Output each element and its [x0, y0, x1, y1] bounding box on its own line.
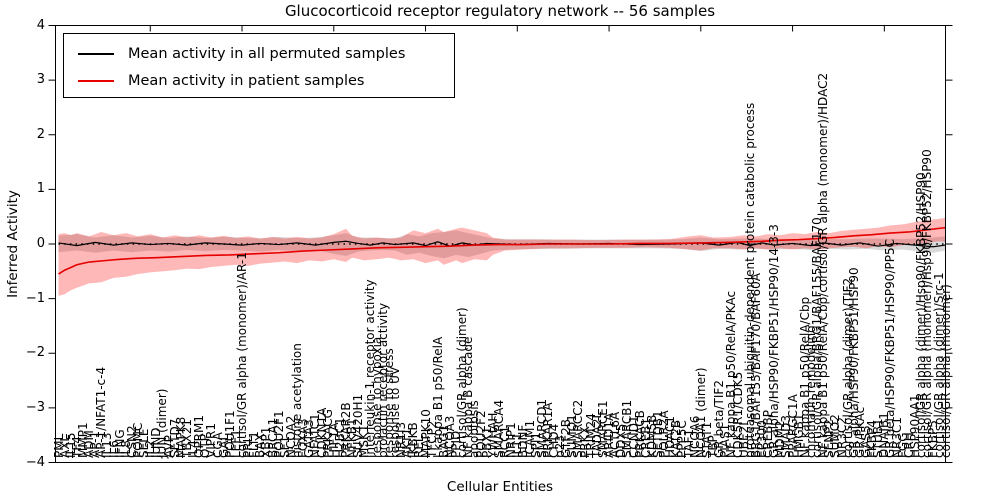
legend-label-patient: Mean activity in patient samples [128, 73, 365, 89]
entity-label: cortisol/GR alpha (monomer)/AR-1 [235, 252, 250, 458]
series-line-0 [58, 240, 946, 248]
ytick-label: −1 [25, 290, 45, 306]
legend-entry-patient: Mean activity in patient samples [64, 70, 454, 92]
entity-label: NF kappa B1 p50/RelA/Cbp/cortisol/GR alp… [816, 72, 831, 458]
ytick-label: 3 [36, 72, 45, 88]
chart-title: Glucocorticoid receptor regulatory netwo… [284, 2, 716, 20]
patient-activity-range-band [58, 217, 946, 296]
ytick-label: 0 [36, 236, 45, 251]
ytick-label: 4 [36, 17, 45, 33]
series-line-1 [58, 226, 946, 275]
ytick-label: −3 [25, 399, 45, 415]
legend-label-permuted: Mean activity in all permuted samples [128, 46, 406, 62]
legend-entry-permuted: Mean activity in all permuted samples [64, 43, 454, 65]
entity-label: cortisol/GR alpha (monomer) [938, 284, 953, 458]
legend-line-black [78, 53, 114, 55]
ytick-label: 1 [36, 181, 45, 197]
ytick-label: −4 [25, 454, 45, 470]
legend-line-red [78, 80, 114, 82]
legend-box: Mean activity in all permuted samples Me… [63, 33, 455, 98]
x-axis-label: Cellular Entities [446, 479, 554, 495]
ytick-label: −2 [25, 345, 45, 361]
ytick-label: 2 [36, 126, 45, 142]
